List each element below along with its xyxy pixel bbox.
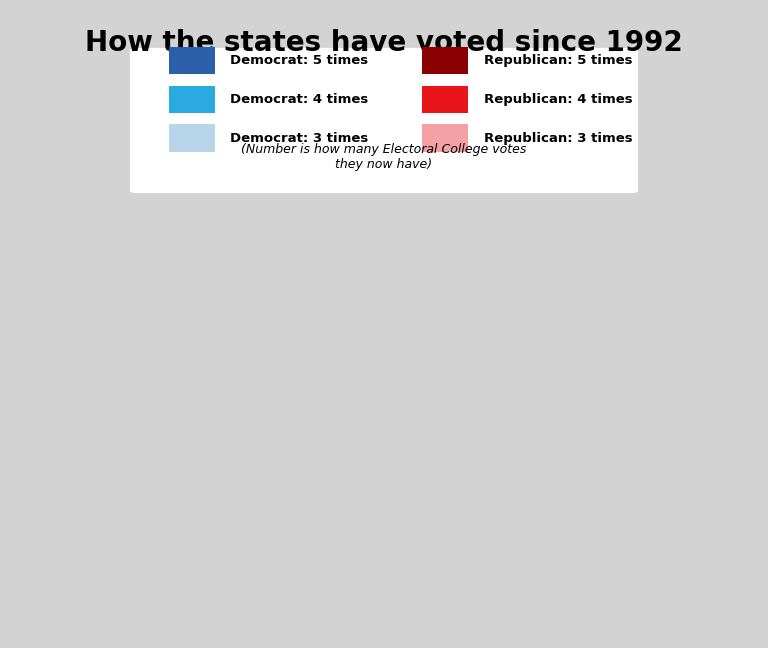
FancyBboxPatch shape xyxy=(422,47,468,74)
Text: (Number is how many Electoral College votes
they now have): (Number is how many Electoral College vo… xyxy=(241,143,527,171)
Text: How the states have voted since 1992: How the states have voted since 1992 xyxy=(85,29,683,57)
Text: Republican: 5 times: Republican: 5 times xyxy=(484,54,632,67)
Text: Democrat: 4 times: Democrat: 4 times xyxy=(230,93,369,106)
Text: Republican: 3 times: Republican: 3 times xyxy=(484,132,633,145)
FancyBboxPatch shape xyxy=(131,49,637,192)
Text: Democrat: 3 times: Democrat: 3 times xyxy=(230,132,369,145)
FancyBboxPatch shape xyxy=(169,124,215,152)
FancyBboxPatch shape xyxy=(422,86,468,113)
FancyBboxPatch shape xyxy=(169,47,215,74)
FancyBboxPatch shape xyxy=(169,86,215,113)
FancyBboxPatch shape xyxy=(422,124,468,152)
Text: Democrat: 5 times: Democrat: 5 times xyxy=(230,54,369,67)
Text: Republican: 4 times: Republican: 4 times xyxy=(484,93,633,106)
